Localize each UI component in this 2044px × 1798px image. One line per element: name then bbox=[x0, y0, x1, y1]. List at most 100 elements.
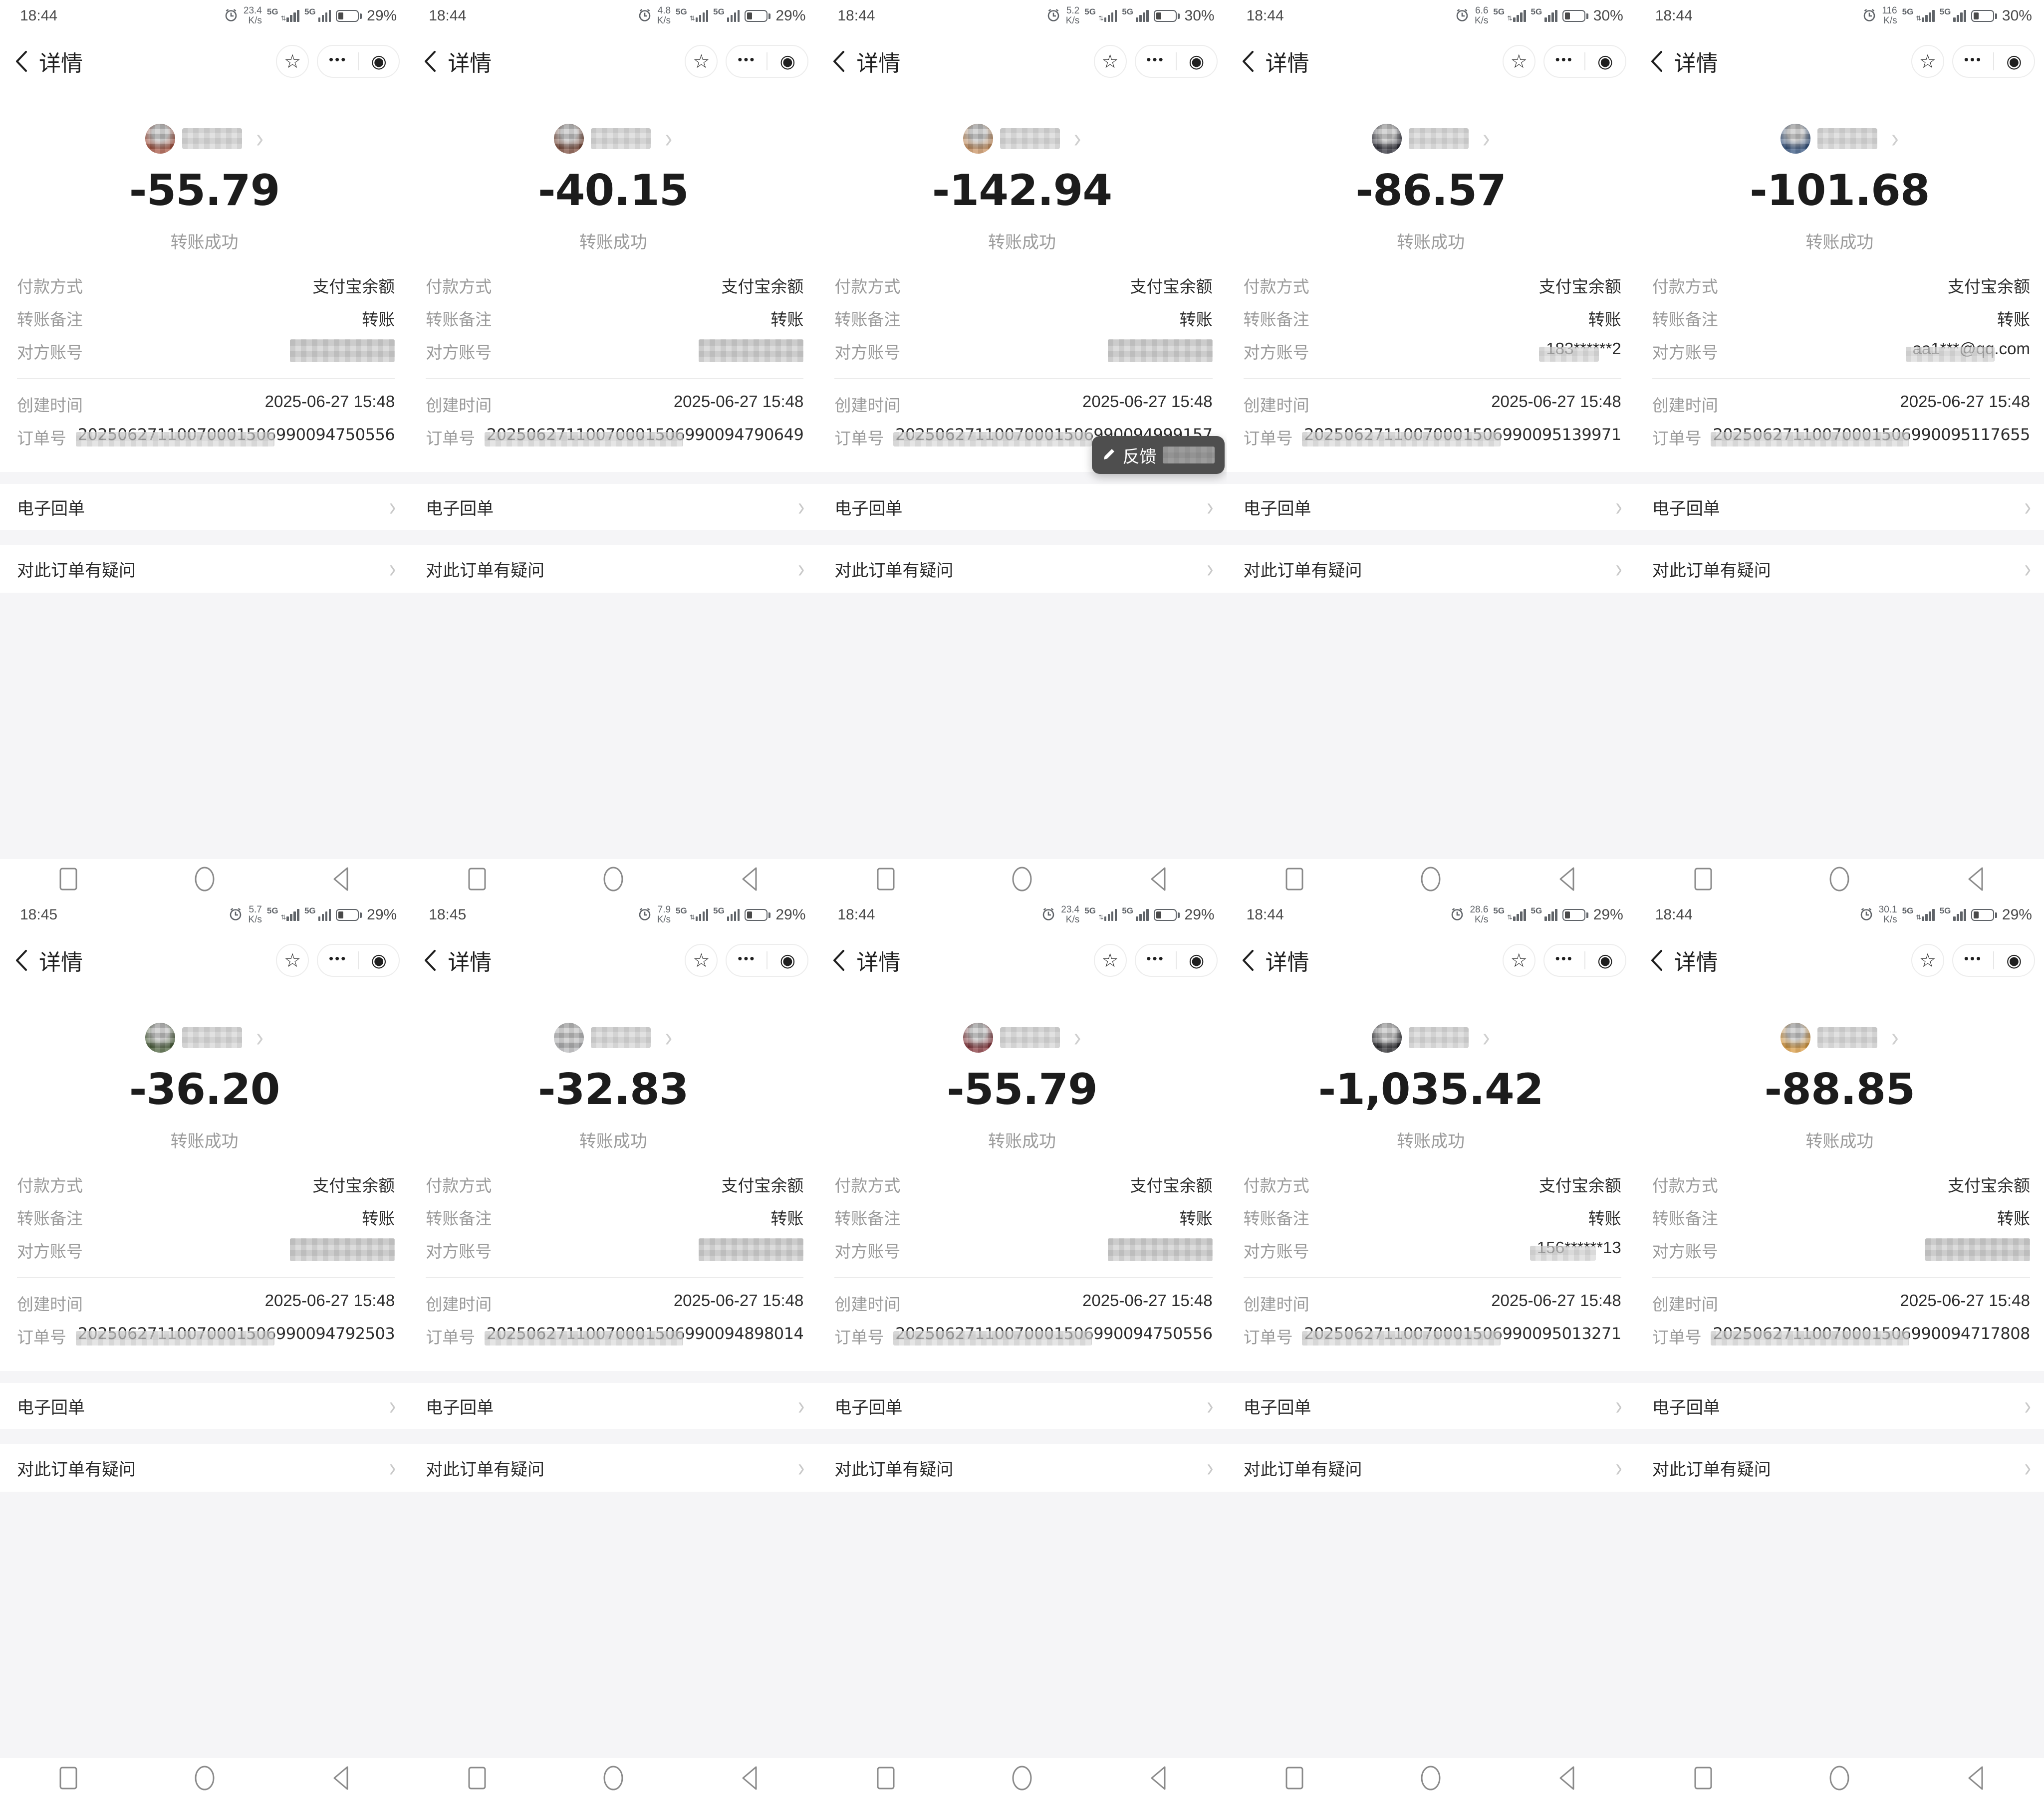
favorite-button[interactable]: ☆ bbox=[1502, 944, 1535, 977]
favorite-button[interactable]: ☆ bbox=[685, 944, 718, 977]
close-capsule-button[interactable]: ◉ bbox=[779, 950, 796, 970]
more-button[interactable]: ••• bbox=[1964, 950, 1983, 966]
payee-row[interactable]: › bbox=[817, 123, 1226, 155]
close-capsule-button[interactable]: ◉ bbox=[371, 51, 387, 71]
close-capsule-button[interactable]: ◉ bbox=[371, 950, 387, 970]
close-capsule-button[interactable]: ◉ bbox=[1597, 950, 1613, 970]
back-icon[interactable] bbox=[1650, 949, 1663, 972]
home-button[interactable] bbox=[1420, 866, 1441, 892]
more-button[interactable]: ••• bbox=[1146, 950, 1165, 966]
back-icon[interactable] bbox=[424, 949, 437, 972]
feedback-toast[interactable]: 反馈 bbox=[1091, 436, 1225, 474]
order-question-row[interactable]: 对此订单有疑问 › bbox=[1226, 545, 1635, 593]
back-nav-button[interactable] bbox=[1558, 1765, 1575, 1791]
receipt-row[interactable]: 电子回单 › bbox=[0, 484, 409, 530]
more-button[interactable]: ••• bbox=[1146, 51, 1165, 67]
recents-button[interactable] bbox=[59, 867, 77, 891]
receipt-row[interactable]: 电子回单 › bbox=[817, 1383, 1227, 1429]
home-button[interactable] bbox=[1829, 866, 1850, 892]
receipt-row[interactable]: 电子回单 › bbox=[1226, 1383, 1635, 1429]
home-button[interactable] bbox=[194, 1765, 215, 1791]
back-icon[interactable] bbox=[1650, 50, 1663, 73]
home-button[interactable] bbox=[1829, 1765, 1850, 1791]
back-icon[interactable] bbox=[15, 949, 28, 972]
order-question-row[interactable]: 对此订单有疑问 › bbox=[817, 545, 1227, 593]
more-button[interactable]: ••• bbox=[329, 950, 347, 966]
recents-button[interactable] bbox=[1694, 867, 1712, 891]
payee-row[interactable]: › bbox=[409, 123, 817, 155]
recents-button[interactable] bbox=[468, 867, 486, 891]
payee-row[interactable]: › bbox=[1227, 1022, 1635, 1054]
close-capsule-button[interactable]: ◉ bbox=[1597, 51, 1613, 71]
back-nav-button[interactable] bbox=[1150, 1765, 1167, 1791]
receipt-row[interactable]: 电子回单 › bbox=[409, 1383, 818, 1429]
recents-button[interactable] bbox=[1285, 1766, 1303, 1790]
more-button[interactable]: ••• bbox=[1964, 51, 1983, 67]
order-question-row[interactable]: 对此订单有疑问 › bbox=[1226, 1444, 1635, 1492]
more-button[interactable]: ••• bbox=[738, 950, 756, 966]
back-icon[interactable] bbox=[424, 50, 437, 73]
recents-button[interactable] bbox=[1285, 867, 1303, 891]
close-capsule-button[interactable]: ◉ bbox=[779, 51, 796, 71]
back-nav-button[interactable] bbox=[332, 866, 349, 892]
more-button[interactable]: ••• bbox=[1555, 950, 1573, 966]
favorite-button[interactable]: ☆ bbox=[1911, 944, 1944, 977]
close-capsule-button[interactable]: ◉ bbox=[1188, 950, 1205, 970]
favorite-button[interactable]: ☆ bbox=[1911, 45, 1944, 78]
payee-row[interactable]: › bbox=[0, 1022, 409, 1054]
favorite-button[interactable]: ☆ bbox=[276, 45, 309, 78]
payee-row[interactable]: › bbox=[1635, 123, 2044, 155]
more-button[interactable]: ••• bbox=[329, 51, 347, 67]
back-nav-button[interactable] bbox=[1150, 866, 1167, 892]
order-question-row[interactable]: 对此订单有疑问 › bbox=[0, 545, 409, 593]
close-capsule-button[interactable]: ◉ bbox=[1188, 51, 1205, 71]
favorite-button[interactable]: ☆ bbox=[685, 45, 718, 78]
home-button[interactable] bbox=[1012, 866, 1032, 892]
payee-row[interactable]: › bbox=[1635, 1022, 2044, 1054]
favorite-button[interactable]: ☆ bbox=[1502, 45, 1535, 78]
home-button[interactable] bbox=[194, 866, 215, 892]
recents-button[interactable] bbox=[59, 1766, 77, 1790]
back-icon[interactable] bbox=[832, 50, 845, 73]
home-button[interactable] bbox=[1420, 1765, 1441, 1791]
favorite-button[interactable]: ☆ bbox=[276, 944, 309, 977]
back-nav-button[interactable] bbox=[741, 866, 758, 892]
receipt-row[interactable]: 电子回单 › bbox=[817, 484, 1227, 530]
receipt-row[interactable]: 电子回单 › bbox=[1635, 1383, 2044, 1429]
recents-button[interactable] bbox=[877, 867, 895, 891]
receipt-row[interactable]: 电子回单 › bbox=[1635, 484, 2044, 530]
favorite-button[interactable]: ☆ bbox=[1093, 944, 1127, 977]
back-nav-button[interactable] bbox=[332, 1765, 349, 1791]
order-question-row[interactable]: 对此订单有疑问 › bbox=[409, 545, 818, 593]
recents-button[interactable] bbox=[468, 1766, 486, 1790]
back-nav-button[interactable] bbox=[741, 1765, 758, 1791]
order-question-row[interactable]: 对此订单有疑问 › bbox=[817, 1444, 1227, 1492]
home-button[interactable] bbox=[1012, 1765, 1032, 1791]
back-nav-button[interactable] bbox=[1967, 866, 1984, 892]
back-icon[interactable] bbox=[1242, 949, 1255, 972]
order-question-row[interactable]: 对此订单有疑问 › bbox=[0, 1444, 409, 1492]
order-question-row[interactable]: 对此订单有疑问 › bbox=[409, 1444, 818, 1492]
payee-row[interactable]: › bbox=[409, 1022, 817, 1054]
payee-row[interactable]: › bbox=[817, 1022, 1226, 1054]
more-button[interactable]: ••• bbox=[1555, 51, 1573, 67]
payee-row[interactable]: › bbox=[1227, 123, 1635, 155]
order-question-row[interactable]: 对此订单有疑问 › bbox=[1635, 1444, 2044, 1492]
payee-row[interactable]: › bbox=[0, 123, 409, 155]
back-icon[interactable] bbox=[832, 949, 845, 972]
back-nav-button[interactable] bbox=[1558, 866, 1575, 892]
back-nav-button[interactable] bbox=[1967, 1765, 1984, 1791]
receipt-row[interactable]: 电子回单 › bbox=[409, 484, 818, 530]
home-button[interactable] bbox=[603, 866, 624, 892]
back-icon[interactable] bbox=[1242, 50, 1255, 73]
favorite-button[interactable]: ☆ bbox=[1093, 45, 1127, 78]
recents-button[interactable] bbox=[877, 1766, 895, 1790]
receipt-row[interactable]: 电子回单 › bbox=[1226, 484, 1635, 530]
back-icon[interactable] bbox=[15, 50, 28, 73]
more-button[interactable]: ••• bbox=[738, 51, 756, 67]
close-capsule-button[interactable]: ◉ bbox=[2006, 51, 2022, 71]
recents-button[interactable] bbox=[1694, 1766, 1712, 1790]
home-button[interactable] bbox=[603, 1765, 624, 1791]
order-question-row[interactable]: 对此订单有疑问 › bbox=[1635, 545, 2044, 593]
receipt-row[interactable]: 电子回单 › bbox=[0, 1383, 409, 1429]
